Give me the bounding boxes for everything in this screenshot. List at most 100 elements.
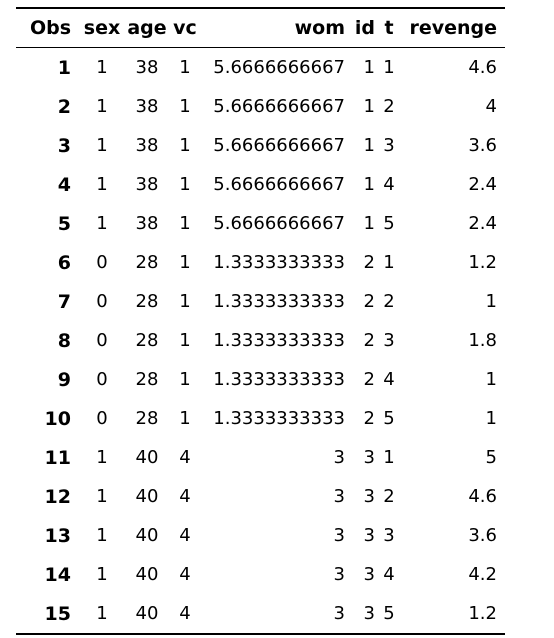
t-cell: 4	[383, 174, 395, 195]
obs-cell: 7	[57, 290, 71, 313]
wom-cell: 5.6666666667	[213, 213, 345, 234]
age-cell: 28	[135, 408, 159, 429]
data-table: Obs sex age vc wom id t revenge 1 1 38 1 5.6…	[16, 7, 505, 635]
revenge-cell: 2.4	[468, 174, 497, 195]
sex-cell: 1	[96, 447, 108, 468]
revenge-cell: 1.8	[468, 330, 497, 351]
t-cell: 3	[383, 330, 395, 351]
t-cell: 1	[383, 252, 395, 273]
vc-cell: 1	[179, 213, 191, 234]
wom-cell: 5.6666666667	[213, 174, 345, 195]
sex-cell: 0	[96, 408, 108, 429]
table-row: 15 1 40 4 3 3 5 1.2	[16, 594, 505, 634]
vc-cell: 1	[179, 291, 191, 312]
id-cell: 1	[363, 135, 375, 156]
age-cell: 40	[135, 564, 159, 585]
id-cell: 2	[363, 408, 375, 429]
age-cell: 28	[135, 330, 159, 351]
obs-cell: 10	[44, 407, 71, 430]
obs-cell: 2	[57, 95, 71, 118]
revenge-cell: 1	[485, 291, 497, 312]
table-row: 10 0 28 1 1.3333333333 2 5 1	[16, 399, 505, 438]
revenge-cell: 1	[485, 369, 497, 390]
header-t: t	[377, 8, 401, 48]
id-cell: 1	[363, 174, 375, 195]
header-revenge: revenge	[401, 8, 505, 48]
age-cell: 38	[135, 135, 159, 156]
vc-cell: 1	[179, 369, 191, 390]
t-cell: 2	[383, 291, 395, 312]
header-wom: wom	[203, 8, 345, 48]
obs-cell: 4	[57, 173, 71, 196]
table-row: 5 1 38 1 5.6666666667 1 5 2.4	[16, 204, 505, 243]
wom-cell: 3	[333, 525, 345, 546]
table-row: 12 1 40 4 3 3 2 4.6	[16, 477, 505, 516]
table-row: 2 1 38 1 5.6666666667 1 2 4	[16, 87, 505, 126]
age-cell: 38	[135, 96, 159, 117]
table-row: 6 0 28 1 1.3333333333 2 1 1.2	[16, 243, 505, 282]
vc-cell: 1	[179, 96, 191, 117]
revenge-cell: 1.2	[468, 603, 497, 624]
t-cell: 1	[383, 447, 395, 468]
wom-cell: 3	[333, 603, 345, 624]
obs-cell: 5	[57, 212, 71, 235]
t-cell: 3	[383, 525, 395, 546]
wom-cell: 1.3333333333	[213, 369, 345, 390]
age-cell: 28	[135, 369, 159, 390]
t-cell: 3	[383, 135, 395, 156]
table-row: 8 0 28 1 1.3333333333 2 3 1.8	[16, 321, 505, 360]
age-cell: 38	[135, 213, 159, 234]
sex-cell: 1	[96, 57, 108, 78]
sex-cell: 0	[96, 252, 108, 273]
vc-cell: 1	[179, 408, 191, 429]
age-cell: 28	[135, 252, 159, 273]
wom-cell: 3	[333, 447, 345, 468]
vc-cell: 4	[179, 486, 191, 507]
wom-cell: 3	[333, 564, 345, 585]
table-body: 1 1 38 1 5.6666666667 1 1 4.6 2 1 38 1 5.6666666667 1…	[16, 48, 505, 635]
obs-cell: 12	[44, 485, 71, 508]
id-cell: 1	[363, 213, 375, 234]
id-cell: 3	[363, 486, 375, 507]
obs-cell: 8	[57, 329, 71, 352]
header-row: Obs sex age vc wom id t revenge	[16, 8, 505, 48]
obs-cell: 3	[57, 134, 71, 157]
obs-cell: 11	[44, 446, 71, 469]
id-cell: 2	[363, 291, 375, 312]
header-id: id	[345, 8, 377, 48]
sex-cell: 0	[96, 330, 108, 351]
revenge-cell: 1.2	[468, 252, 497, 273]
id-cell: 3	[363, 564, 375, 585]
age-cell: 40	[135, 525, 159, 546]
t-cell: 1	[383, 57, 395, 78]
age-cell: 40	[135, 486, 159, 507]
age-cell: 40	[135, 603, 159, 624]
vc-cell: 1	[179, 252, 191, 273]
t-cell: 2	[383, 96, 395, 117]
t-cell: 5	[383, 603, 395, 624]
obs-cell: 15	[44, 602, 71, 625]
t-cell: 4	[383, 564, 395, 585]
revenge-cell: 4.6	[468, 486, 497, 507]
table-row: 11 1 40 4 3 3 1 5	[16, 438, 505, 477]
vc-cell: 1	[179, 57, 191, 78]
vc-cell: 4	[179, 447, 191, 468]
id-cell: 3	[363, 603, 375, 624]
age-cell: 38	[135, 57, 159, 78]
wom-cell: 3	[333, 486, 345, 507]
revenge-cell: 1	[485, 408, 497, 429]
revenge-cell: 5	[485, 447, 497, 468]
t-cell: 2	[383, 486, 395, 507]
id-cell: 2	[363, 252, 375, 273]
sex-cell: 1	[96, 525, 108, 546]
vc-cell: 4	[179, 525, 191, 546]
vc-cell: 1	[179, 174, 191, 195]
revenge-cell: 3.6	[468, 525, 497, 546]
table-row: 7 0 28 1 1.3333333333 2 2 1	[16, 282, 505, 321]
obs-cell: 6	[57, 251, 71, 274]
vc-cell: 1	[179, 330, 191, 351]
obs-cell: 13	[44, 524, 71, 547]
age-cell: 38	[135, 174, 159, 195]
wom-cell: 1.3333333333	[213, 330, 345, 351]
revenge-cell: 2.4	[468, 213, 497, 234]
